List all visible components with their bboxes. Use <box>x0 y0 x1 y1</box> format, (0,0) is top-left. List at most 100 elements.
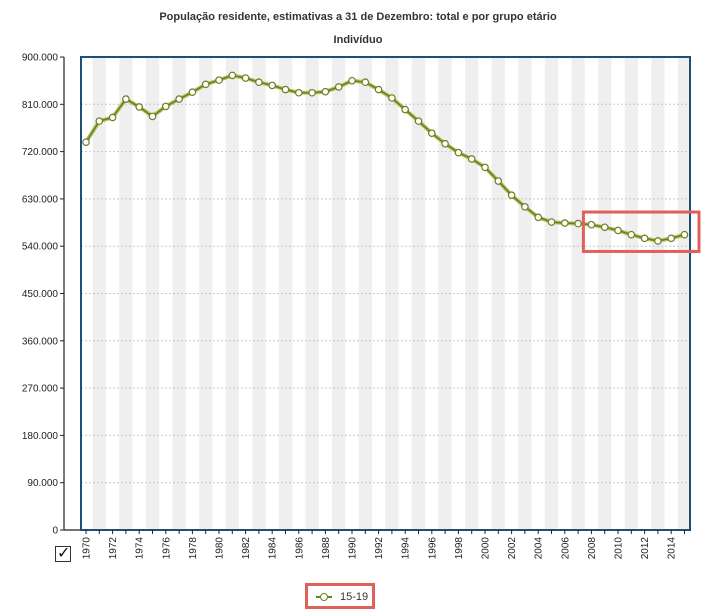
checkmark-icon: ✓ <box>57 543 71 562</box>
x-tick-label: 1996 <box>427 537 438 560</box>
data-point <box>627 230 636 239</box>
data-point <box>507 191 516 200</box>
legend-marker-swatch <box>320 593 328 601</box>
data-point <box>334 83 343 91</box>
x-tick-label: 1974 <box>135 537 146 560</box>
data-point <box>614 226 622 235</box>
highlight-box <box>581 210 701 253</box>
data-point <box>574 219 582 228</box>
y-tick-label: 180.000 <box>22 431 59 442</box>
column-band <box>145 57 160 530</box>
data-point <box>401 105 410 114</box>
x-tick-label: 2010 <box>614 537 625 560</box>
x-tick-label: 1990 <box>348 537 359 560</box>
x-tick-label: 1998 <box>454 537 465 560</box>
data-point <box>600 223 609 232</box>
data-point <box>494 177 503 185</box>
x-tick-label: 1994 <box>401 537 412 560</box>
column-band <box>92 57 106 530</box>
data-point <box>374 85 383 94</box>
column-band <box>225 57 239 530</box>
column-band <box>598 57 612 530</box>
legend-item-15-19[interactable]: 15-19 <box>305 583 375 609</box>
data-point <box>654 237 662 245</box>
x-tick-label: 1986 <box>294 537 305 560</box>
data-point <box>294 88 303 97</box>
data-point <box>255 78 263 87</box>
y-tick-label: 720.000 <box>22 147 59 158</box>
x-tick-label: 1970 <box>82 537 93 560</box>
chart-subtitle: Indivíduo <box>333 34 383 46</box>
column-band <box>677 57 692 530</box>
x-tick-label: 1976 <box>161 537 172 560</box>
x-tick-label: 2004 <box>534 537 545 560</box>
y-tick-label: 810.000 <box>22 100 59 111</box>
x-tick-label: 2002 <box>507 537 518 560</box>
legend-label: 15-19 <box>340 591 369 603</box>
data-point <box>281 85 290 94</box>
x-tick-label: 1972 <box>108 537 119 560</box>
y-tick-label: 540.000 <box>22 242 59 253</box>
data-point <box>427 129 436 138</box>
data-point <box>241 74 250 82</box>
column-band <box>518 57 532 530</box>
data-point <box>162 102 170 111</box>
data-point <box>640 234 649 243</box>
data-point <box>388 94 396 102</box>
data-point <box>467 155 476 163</box>
data-point <box>680 230 689 239</box>
x-tick-label: 1992 <box>374 537 385 560</box>
y-tick-label: 360.000 <box>22 336 59 347</box>
plot-frame <box>80 56 691 531</box>
data-point <box>667 234 676 243</box>
data-point <box>534 213 543 222</box>
x-tick-label: 1982 <box>241 537 252 560</box>
y-tick-label: 630.000 <box>22 194 59 205</box>
y-tick-label: 0 <box>52 526 58 537</box>
line-chart: 900.000 810.000 720.000 630.000 540.000 450.0… <box>22 53 701 560</box>
column-band <box>305 57 319 530</box>
data-point <box>122 95 130 103</box>
x-tick-label: 2014 <box>667 537 678 560</box>
data-point <box>547 218 556 226</box>
chart-title: População residente, estimativas a 31 de… <box>159 11 557 23</box>
x-tick-label: 1978 <box>188 537 199 560</box>
data-point <box>454 148 463 157</box>
y-tick-label: 900.000 <box>22 53 59 64</box>
data-point <box>308 88 316 97</box>
checkbox-toggle[interactable]: ✓ <box>55 543 71 562</box>
data-point <box>521 202 529 211</box>
data-point <box>348 76 356 85</box>
data-point <box>268 81 277 90</box>
data-point <box>321 87 330 96</box>
data-point <box>95 117 104 125</box>
data-point <box>414 117 423 125</box>
data-point <box>175 95 183 103</box>
x-tick-label: 2000 <box>481 537 492 560</box>
data-point <box>560 219 569 227</box>
data-point <box>481 163 489 172</box>
data-point <box>228 71 237 80</box>
x-tick-label: 2006 <box>560 537 571 560</box>
y-tick-label: 90.000 <box>27 478 58 489</box>
x-tick-label: 2012 <box>640 537 651 560</box>
data-point <box>215 76 223 84</box>
data-point <box>587 220 596 229</box>
y-tick-label: 450.000 <box>22 289 59 300</box>
data-point <box>441 139 449 148</box>
x-tick-label: 1980 <box>215 537 226 560</box>
data-point <box>108 113 117 122</box>
data-point <box>82 138 90 146</box>
y-tick-label: 270.000 <box>22 384 59 395</box>
data-point <box>361 78 370 87</box>
data-point <box>188 88 197 97</box>
column-band <box>544 57 559 530</box>
x-tick-label: 1988 <box>321 537 332 560</box>
column-band <box>385 57 399 530</box>
column-band <box>172 57 186 530</box>
data-point <box>135 103 144 111</box>
data-point <box>201 80 210 89</box>
column-band <box>624 57 638 530</box>
x-tick-label: 1984 <box>268 537 279 560</box>
x-tick-label: 2008 <box>587 537 598 560</box>
